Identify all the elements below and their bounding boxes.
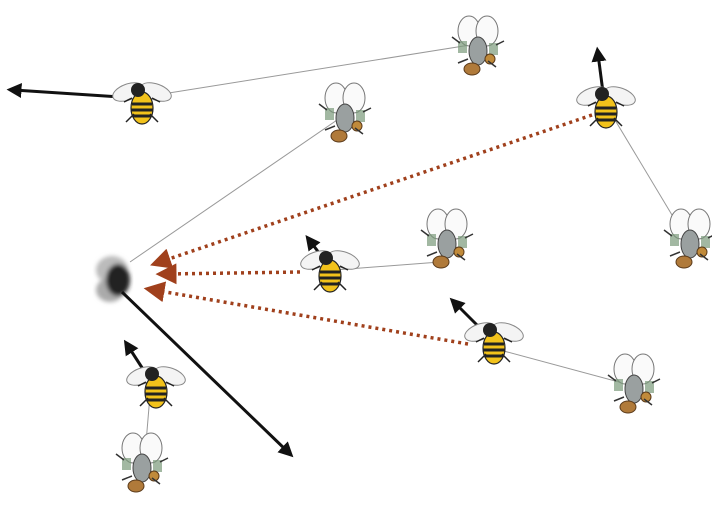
worker-bee bbox=[462, 319, 526, 364]
forager-bee bbox=[116, 433, 168, 492]
forager-bee bbox=[421, 209, 473, 268]
link bbox=[130, 118, 340, 262]
page bbox=[0, 0, 712, 512]
forager-bee bbox=[608, 354, 660, 413]
worker-bee bbox=[124, 363, 188, 408]
link bbox=[500, 350, 630, 385]
dance-arrow bbox=[166, 272, 300, 274]
direction-arrows bbox=[14, 54, 604, 452]
forager-bee bbox=[319, 83, 371, 142]
dance-arrows bbox=[154, 115, 592, 344]
dance-arrow bbox=[154, 290, 468, 344]
worker-bee bbox=[298, 247, 362, 292]
worker-bee bbox=[110, 79, 174, 124]
bee-diagram bbox=[0, 0, 712, 512]
forager-bee bbox=[452, 16, 504, 75]
forager-bee bbox=[664, 209, 712, 268]
link bbox=[150, 45, 470, 96]
dance-arrow bbox=[160, 115, 592, 262]
worker-bee bbox=[574, 83, 638, 128]
